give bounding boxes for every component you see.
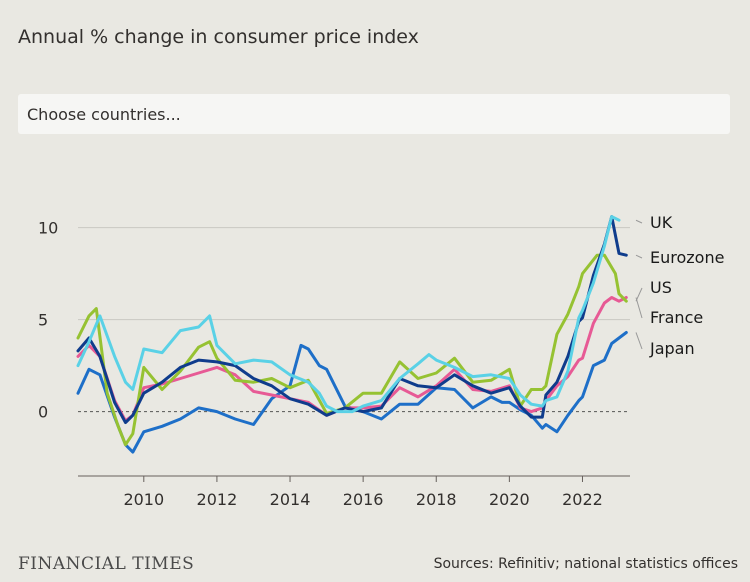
series-label-uk: UK xyxy=(650,213,673,232)
y-tick-label-0: 0 xyxy=(38,403,48,422)
series-lines xyxy=(76,215,628,454)
chart-subtitle: Annual % change in consumer price index xyxy=(18,26,419,48)
series-label-leader-uk xyxy=(635,219,643,224)
series-label-leader-france xyxy=(635,297,643,319)
series-label-leader-japan xyxy=(635,332,643,350)
x-tick-label-2014: 2014 xyxy=(270,490,311,509)
source-note: Sources: Refinitiv; national statistics … xyxy=(433,556,738,572)
x-tick-label-2016: 2016 xyxy=(343,490,384,509)
x-tick-label-2020: 2020 xyxy=(489,490,530,509)
country-chooser[interactable]: Choose countries... xyxy=(18,94,730,134)
series-line-us xyxy=(76,253,628,447)
country-chooser-placeholder: Choose countries... xyxy=(27,104,181,124)
publisher-logo: FINANCIAL TIMES xyxy=(18,554,195,574)
series-line-japan xyxy=(76,331,628,454)
y-tick-label-5: 5 xyxy=(38,311,48,330)
series-label-leader-us xyxy=(635,287,643,302)
y-axis-tick-labels: 0 5 10 xyxy=(38,219,58,422)
series-label-france: France xyxy=(650,308,703,327)
x-tick-label-2010: 2010 xyxy=(123,490,164,509)
series-label-leader-eurozone xyxy=(635,254,643,259)
series-line-france xyxy=(76,296,628,423)
y-tick-label-10: 10 xyxy=(38,219,58,238)
x-tick-label-2012: 2012 xyxy=(197,490,238,509)
series-label-japan: Japan xyxy=(649,339,695,358)
x-tick-label-2018: 2018 xyxy=(416,490,457,509)
series-labels: UK Eurozone US France Japan xyxy=(635,213,724,358)
series-line-uk xyxy=(76,215,621,414)
series-label-us: US xyxy=(650,278,672,297)
x-axis: 2010 2012 2014 2016 2018 2020 2022 xyxy=(78,475,630,509)
series-label-eurozone: Eurozone xyxy=(650,248,724,267)
x-tick-label-2022: 2022 xyxy=(562,490,603,509)
